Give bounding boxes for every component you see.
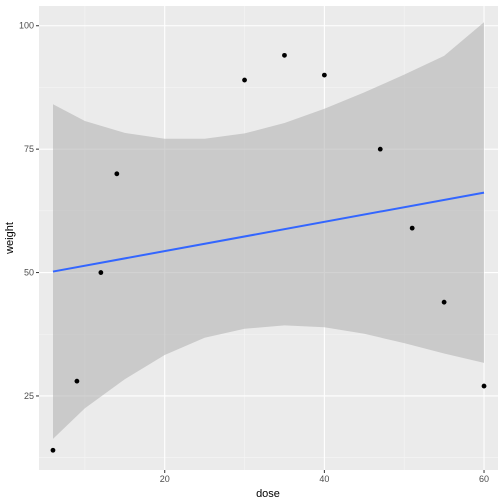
regression-line (52, 191, 485, 273)
data-point (441, 299, 447, 305)
data-point (74, 378, 80, 384)
x-tick-label: 60 (479, 474, 489, 484)
y-tick-label: 25 (24, 391, 34, 401)
y-axis-ticks: 25 50 75 100 (19, 21, 39, 401)
data-point (409, 225, 415, 231)
data-point (481, 383, 487, 389)
x-axis-title: dose (256, 488, 280, 500)
confidence-band (53, 22, 484, 439)
y-axis-title: weight (4, 222, 16, 255)
data-point (282, 52, 287, 58)
y-tick-label: 75 (24, 144, 34, 154)
y-tick-label: 100 (19, 21, 34, 31)
data-point (114, 171, 120, 177)
data-point (321, 72, 327, 78)
x-tick-label: 20 (160, 474, 170, 484)
y-tick-label: 50 (24, 268, 34, 278)
data-point (242, 77, 247, 83)
data-points (50, 52, 487, 453)
data-point (98, 270, 104, 275)
data-point (377, 146, 383, 152)
x-axis-ticks: 20 40 60 (160, 470, 489, 484)
x-tick-label: 40 (319, 474, 329, 484)
data-point (50, 447, 56, 453)
